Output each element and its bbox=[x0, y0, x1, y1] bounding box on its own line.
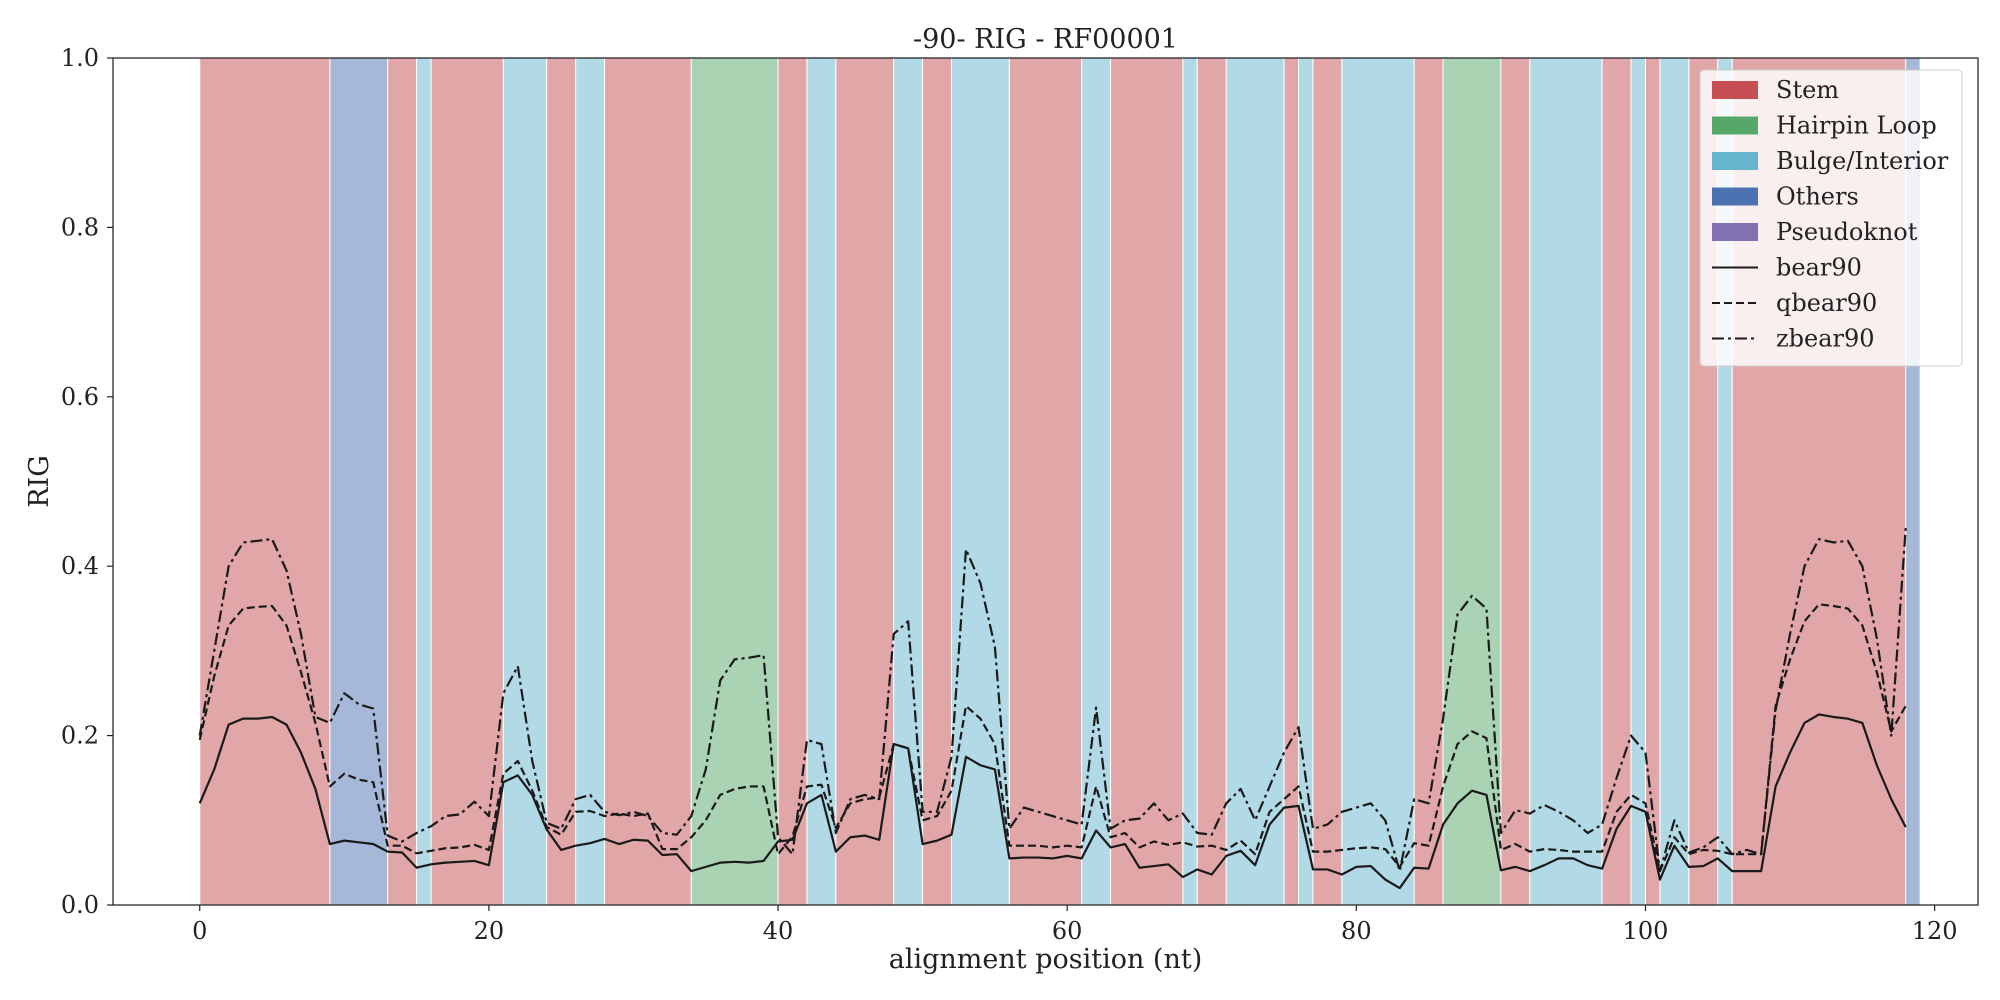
region-hairpin-loop-27 bbox=[1442, 57, 1502, 906]
y-tick-label: 0.2 bbox=[61, 722, 99, 750]
legend-swatch-pseudoknot bbox=[1712, 223, 1758, 241]
x-axis-label: alignment position (nt) bbox=[889, 944, 1203, 975]
x-tick-label: 80 bbox=[1341, 917, 1372, 945]
legend: Stem Hairpin Loop Bulge/Interior Others Pseu… bbox=[1699, 69, 1963, 367]
series-line-qbear90 bbox=[198, 603, 1907, 873]
legend-label-others: Others bbox=[1776, 183, 1859, 211]
y-tick-label: 0.6 bbox=[61, 383, 99, 411]
region-bulge-interior-7 bbox=[575, 57, 606, 906]
region-stem-26 bbox=[1413, 57, 1444, 906]
y-tick-label: 0.8 bbox=[61, 213, 99, 241]
region-bulge-interior-25 bbox=[1341, 57, 1415, 906]
legend-label-stem: Stem bbox=[1776, 76, 1839, 104]
series-line-bear90 bbox=[198, 713, 1907, 890]
region-bulge-interior-19 bbox=[1182, 57, 1198, 906]
region-bulge-interior-11 bbox=[806, 57, 837, 906]
region-others-1 bbox=[329, 57, 389, 906]
structure-regions bbox=[199, 57, 1921, 906]
x-tick-label: 0 bbox=[192, 917, 207, 945]
region-stem-14 bbox=[922, 57, 953, 906]
region-stem-6 bbox=[546, 57, 577, 906]
legend-label-hairpin-loop: Hairpin Loop bbox=[1776, 112, 1937, 140]
region-bulge-interior-33 bbox=[1659, 57, 1690, 906]
series-line-zbear90 bbox=[198, 528, 1907, 873]
x-tick-label: 100 bbox=[1623, 917, 1669, 945]
legend-swatch-bulge-interior bbox=[1712, 152, 1758, 170]
region-stem-28 bbox=[1500, 57, 1531, 906]
legend-label-pseudoknot: Pseudoknot bbox=[1776, 218, 1918, 246]
chart-title: -90- RIG - RF00001 bbox=[913, 24, 1178, 55]
region-bulge-interior-29 bbox=[1529, 57, 1603, 906]
region-bulge-interior-3 bbox=[416, 57, 432, 906]
legend-label-bear90: bear90 bbox=[1776, 254, 1862, 282]
x-tick-label: 60 bbox=[1052, 917, 1083, 945]
legend-box bbox=[1699, 69, 1963, 367]
region-stem-8 bbox=[604, 57, 692, 906]
y-tick-label: 0.0 bbox=[61, 891, 99, 919]
region-stem-18 bbox=[1110, 57, 1184, 906]
legend-label-zbear90: zbear90 bbox=[1776, 325, 1875, 353]
legend-swatch-hairpin-loop bbox=[1712, 116, 1758, 135]
x-tick-label: 40 bbox=[763, 917, 794, 945]
legend-label-bulge-interior: Bulge/Interior bbox=[1776, 147, 1949, 175]
region-bulge-interior-15 bbox=[951, 57, 1010, 906]
legend-label-qbear90: qbear90 bbox=[1776, 289, 1877, 317]
x-tick-label: 20 bbox=[474, 917, 505, 945]
region-bulge-interior-13 bbox=[893, 57, 924, 906]
legend-swatch-stem bbox=[1712, 81, 1758, 99]
region-stem-24 bbox=[1312, 57, 1343, 906]
region-stem-2 bbox=[387, 57, 418, 906]
region-stem-0 bbox=[199, 57, 331, 906]
y-tick-label: 0.4 bbox=[61, 552, 99, 580]
legend-swatch-others bbox=[1712, 187, 1758, 206]
plot-frame bbox=[112, 57, 1979, 906]
region-stem-12 bbox=[835, 57, 895, 906]
region-stem-16 bbox=[1008, 57, 1083, 906]
region-hairpin-loop-9 bbox=[690, 57, 779, 906]
region-stem-22 bbox=[1283, 57, 1300, 906]
x-tick-label: 120 bbox=[1912, 917, 1958, 945]
axis-ticks: 0 20 40 60 80 100 120 0.0 0.2 0.4 0.6 0.8 1.0 bbox=[61, 44, 1958, 945]
data-lines bbox=[198, 528, 1907, 890]
region-stem-4 bbox=[430, 57, 504, 906]
region-stem-10 bbox=[777, 57, 808, 906]
y-tick-label: 1.0 bbox=[61, 44, 99, 72]
region-bulge-interior-17 bbox=[1081, 57, 1112, 906]
y-axis-label: RIG bbox=[24, 455, 55, 508]
region-bulge-interior-21 bbox=[1225, 57, 1285, 906]
region-stem-20 bbox=[1196, 57, 1227, 906]
region-bulge-interior-31 bbox=[1630, 57, 1646, 906]
